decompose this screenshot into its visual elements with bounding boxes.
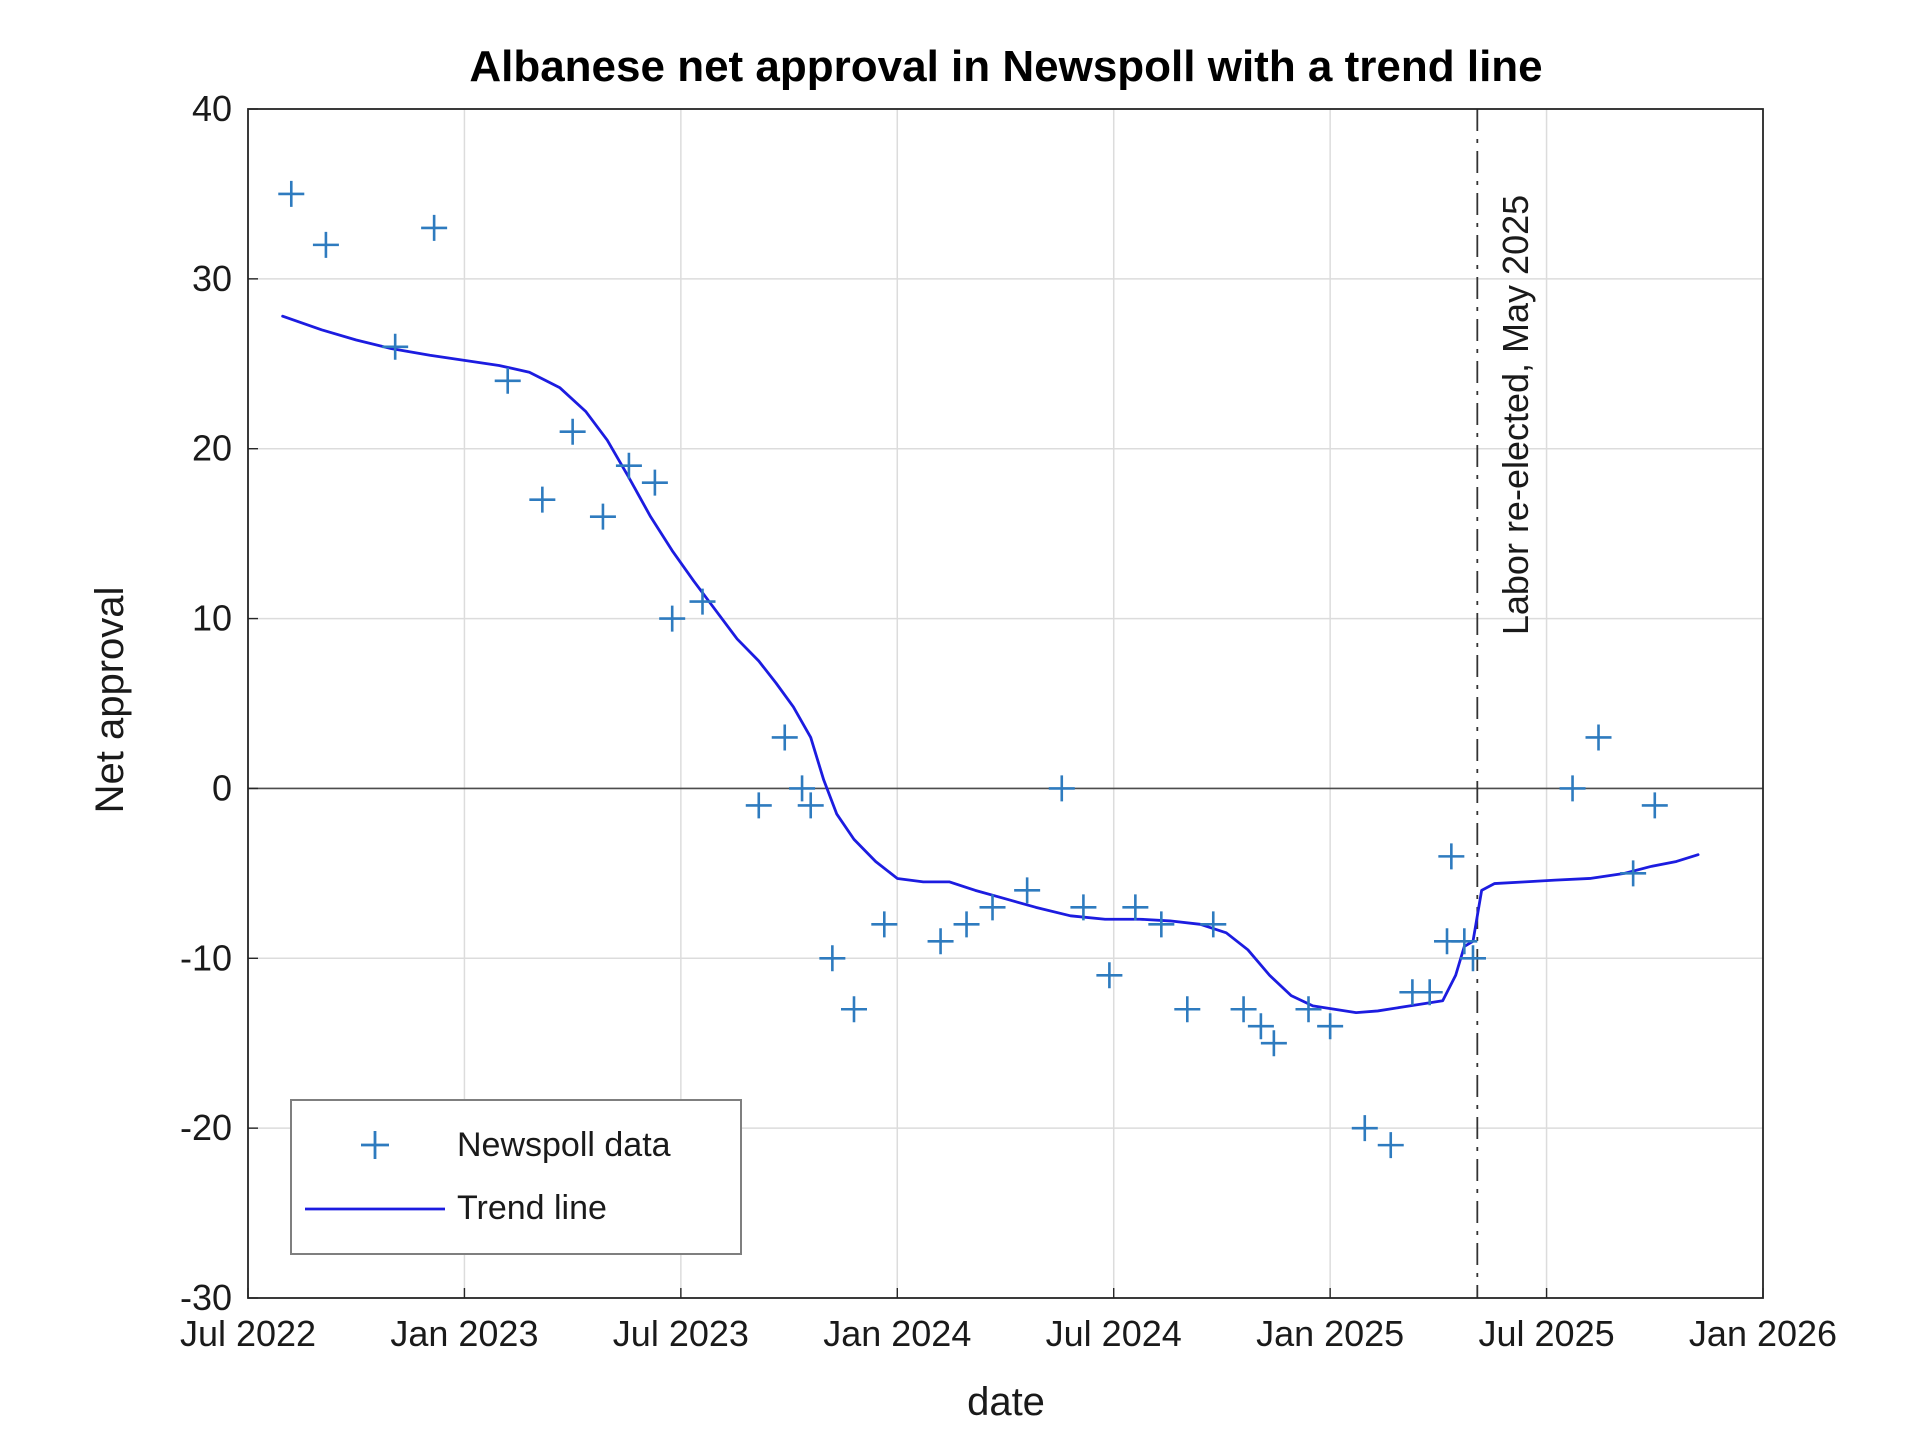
data-point-marker bbox=[529, 486, 556, 513]
y-tick-label: -30 bbox=[180, 1277, 232, 1318]
data-point-marker bbox=[1620, 860, 1647, 887]
y-axis-label: Net approval bbox=[88, 586, 132, 814]
x-tick-label: Jul 2024 bbox=[1046, 1313, 1182, 1354]
data-point-marker bbox=[1174, 996, 1201, 1023]
axes-box bbox=[247, 108, 1764, 1299]
data-point-marker bbox=[1641, 792, 1668, 819]
legend-item-trend: Trend line bbox=[292, 1189, 740, 1228]
data-point-marker bbox=[589, 503, 616, 530]
x-tick-label: Jan 2026 bbox=[1689, 1313, 1837, 1354]
data-point-marker bbox=[1096, 962, 1123, 989]
y-tick-label: -10 bbox=[180, 937, 232, 978]
data-point-marker bbox=[1070, 894, 1097, 921]
y-tick-label: 20 bbox=[192, 428, 232, 469]
data-point-marker bbox=[615, 452, 642, 479]
y-tick-label: 0 bbox=[212, 767, 232, 808]
y-tick-label: -20 bbox=[180, 1107, 232, 1148]
x-tick-label: Jul 2022 bbox=[180, 1313, 316, 1354]
data-point-marker bbox=[641, 469, 668, 496]
data-point-marker bbox=[953, 911, 980, 938]
data-point-marker bbox=[1351, 1115, 1378, 1142]
plus-marker-icon bbox=[292, 1127, 457, 1163]
data-point-marker bbox=[421, 214, 448, 241]
x-axis-label: date bbox=[967, 1380, 1045, 1424]
data-point-marker bbox=[1416, 979, 1443, 1006]
data-point-marker bbox=[1260, 1030, 1287, 1057]
data-point-marker bbox=[1451, 928, 1478, 955]
data-point-marker bbox=[1230, 996, 1257, 1023]
data-point-marker bbox=[659, 605, 686, 632]
data-point-marker bbox=[494, 367, 521, 394]
trend-line-icon bbox=[292, 1205, 457, 1213]
y-tick-label: 30 bbox=[192, 258, 232, 299]
legend-item-newspoll: Newspoll data bbox=[292, 1126, 740, 1165]
legend: Newspoll data Trend line bbox=[290, 1099, 742, 1255]
legend-label-trend: Trend line bbox=[457, 1189, 607, 1228]
x-tick-label: Jul 2023 bbox=[613, 1313, 749, 1354]
data-point-marker bbox=[1122, 894, 1149, 921]
data-point-marker bbox=[841, 996, 867, 1023]
legend-label-newspoll: Newspoll data bbox=[457, 1125, 671, 1164]
data-point-marker bbox=[979, 894, 1006, 921]
data-point-marker bbox=[1317, 1013, 1344, 1040]
data-point-marker bbox=[1247, 1013, 1274, 1040]
data-point-marker bbox=[797, 792, 824, 819]
x-tick-label: Jan 2024 bbox=[823, 1313, 971, 1354]
data-point-marker bbox=[789, 775, 816, 802]
data-point-marker bbox=[1377, 1132, 1404, 1159]
trend-line-path bbox=[281, 314, 1700, 1015]
data-point-marker bbox=[1295, 996, 1322, 1023]
data-point-marker bbox=[1148, 911, 1175, 938]
data-point-marker bbox=[1585, 724, 1612, 751]
data-point-marker bbox=[819, 945, 846, 972]
x-tick-label: Jul 2025 bbox=[1479, 1313, 1615, 1354]
data-point-marker bbox=[1048, 775, 1075, 802]
data-point-marker bbox=[689, 588, 716, 615]
data-point-marker bbox=[1014, 877, 1041, 904]
annotation-label: Labor re-elected, May 2025 bbox=[1495, 194, 1537, 636]
x-tick-label: Jan 2025 bbox=[1256, 1313, 1404, 1354]
chart-title: Albanese net approval in Newspoll with a… bbox=[469, 42, 1543, 91]
data-point-marker bbox=[771, 724, 798, 751]
y-tick-label: 40 bbox=[192, 88, 232, 129]
data-point-marker bbox=[559, 418, 586, 445]
data-point-marker bbox=[1438, 843, 1465, 870]
data-point-marker bbox=[278, 180, 305, 207]
data-point-marker bbox=[1459, 945, 1486, 972]
x-tick-label: Jan 2023 bbox=[390, 1313, 538, 1354]
data-point-marker bbox=[1200, 911, 1227, 938]
data-point-marker bbox=[871, 911, 898, 938]
data-point-marker bbox=[312, 231, 339, 258]
data-point-marker bbox=[745, 792, 772, 819]
data-point-marker bbox=[927, 928, 954, 955]
data-point-marker bbox=[1559, 775, 1586, 802]
y-tick-label: 10 bbox=[192, 598, 232, 639]
data-point-marker bbox=[382, 333, 409, 360]
